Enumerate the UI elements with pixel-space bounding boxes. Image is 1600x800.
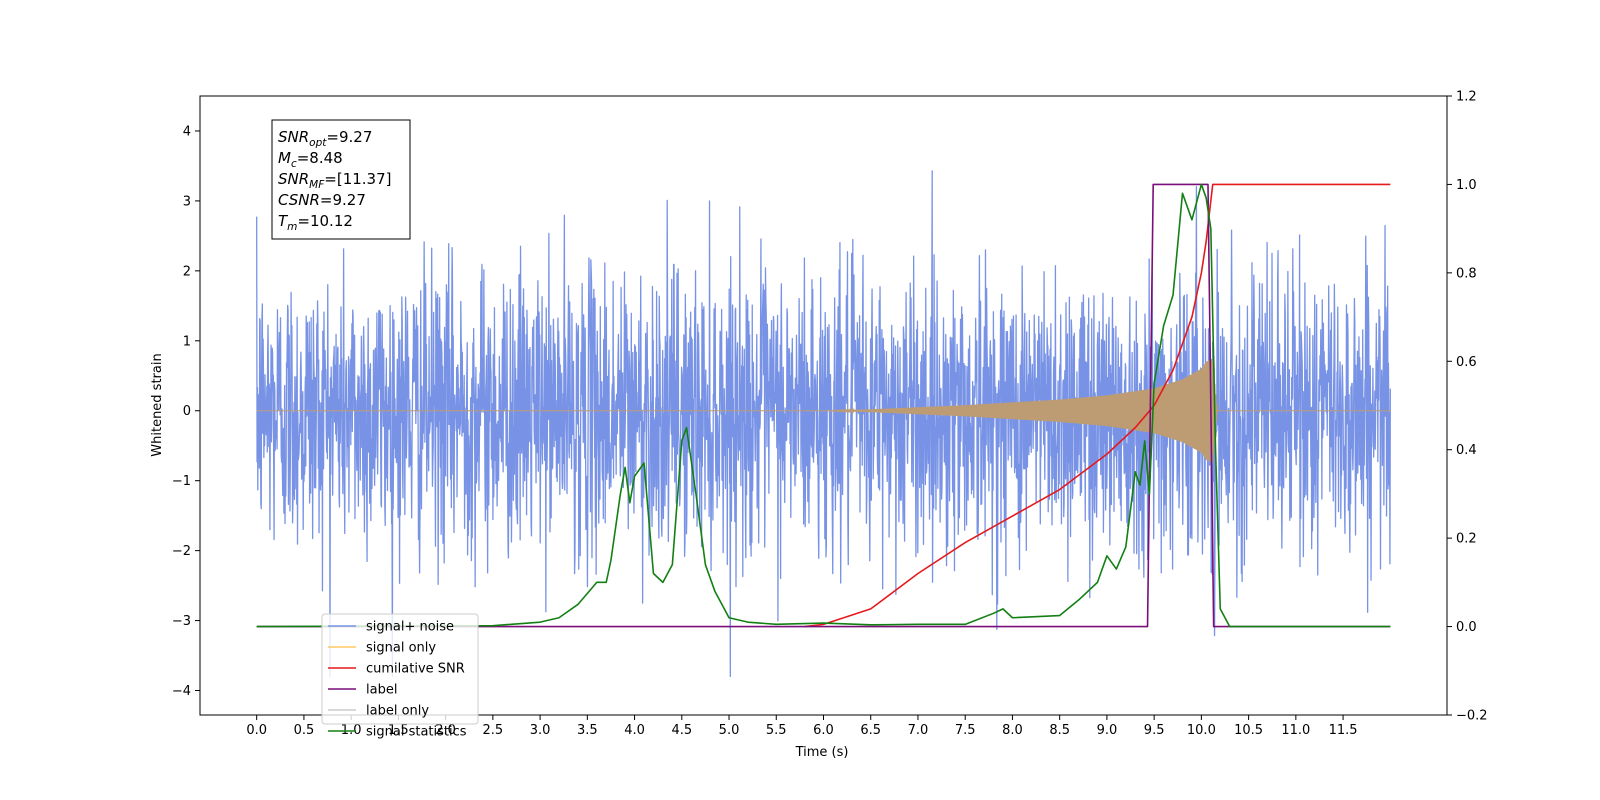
- x-tick-label: 3.0: [530, 723, 551, 738]
- plot-area: [256, 170, 1391, 678]
- legend-entry-label: label: [366, 683, 397, 698]
- y-tick-label-left: −4: [172, 684, 191, 699]
- y-tick-label-left: 0: [183, 404, 191, 419]
- y-tick-label-right: 0.4: [1456, 443, 1477, 458]
- y-axis-label: Whitened strain: [150, 353, 165, 456]
- x-tick-label: 11.5: [1329, 723, 1358, 738]
- y-tick-label-right: 1.2: [1456, 90, 1477, 105]
- x-tick-label: 4.5: [671, 723, 692, 738]
- y-tick-label-right: 0.8: [1456, 266, 1477, 281]
- series-signal-only: [256, 358, 1391, 464]
- annotation-line: CSNR=9.27: [278, 191, 366, 209]
- y-tick-label-left: 2: [183, 264, 191, 279]
- y-tick-label-right: −0.2: [1456, 709, 1488, 724]
- legend-entry-label: signal statistics: [366, 725, 467, 740]
- x-axis: 0.0 0.5 1.0 1.5 2.0 2.5 3.0 3.5 4.0 4.5 5.0 5.5 6.0 6…: [246, 715, 1358, 738]
- annotation-frame: [271, 119, 411, 240]
- y-tick-label-left: 3: [183, 194, 191, 209]
- x-tick-label: 8.0: [1002, 723, 1023, 738]
- legend-entry-label: label only: [366, 704, 429, 719]
- y-tick-label-left: −3: [172, 614, 191, 629]
- x-tick-label: 0.5: [294, 723, 315, 738]
- x-tick-label: 9.0: [1097, 723, 1118, 738]
- x-tick-label: 6.0: [813, 723, 834, 738]
- y-tick-label-left: −2: [172, 544, 191, 559]
- legend-entry-label: signal only: [366, 641, 436, 656]
- y-tick-label-left: −1: [172, 474, 191, 489]
- y-tick-label-right: 0.0: [1456, 620, 1477, 635]
- x-tick-label: 10.0: [1187, 723, 1216, 738]
- x-tick-label: 10.5: [1234, 723, 1263, 738]
- x-tick-label: 3.5: [577, 723, 598, 738]
- y-axis-right: −0.2 0.0 0.2 0.4 0.6 0.8 1.0 1.2: [1447, 90, 1488, 724]
- x-tick-label: 1.5: [388, 723, 409, 738]
- y-tick-label-left: 1: [183, 334, 191, 349]
- annotation-line: SNRopt=9.27: [278, 128, 372, 149]
- annotation-line: SNRMF=[11.37]: [278, 170, 392, 191]
- x-tick-label: 4.0: [624, 723, 645, 738]
- annotation-box: SNRopt=9.27Mc=8.48SNRMF=[11.37]CSNR=9.27…: [271, 119, 411, 240]
- x-tick-label: 7.5: [955, 723, 976, 738]
- x-axis-label: Time (s): [795, 745, 849, 760]
- x-tick-label: 5.0: [719, 723, 740, 738]
- legend: signal+ noise signal only cumilative SNR la…: [321, 613, 479, 740]
- y-axis-left: −4 −3 −2 −1 0 1 2 3 4: [172, 124, 200, 699]
- x-tick-label: 2.5: [483, 723, 504, 738]
- y-tick-label-right: 0.6: [1456, 355, 1477, 370]
- legend-entry-label: cumilative SNR: [366, 662, 465, 677]
- x-tick-label: 8.5: [1049, 723, 1070, 738]
- x-tick-label: 9.5: [1144, 723, 1165, 738]
- x-tick-label: 11.0: [1281, 723, 1310, 738]
- y-tick-label-right: 0.2: [1456, 532, 1477, 547]
- x-tick-label: 6.5: [860, 723, 881, 738]
- x-tick-label: 0.0: [246, 723, 267, 738]
- legend-entry-label: signal+ noise: [366, 620, 454, 635]
- y-tick-label-right: 1.0: [1456, 178, 1477, 193]
- x-tick-label: 5.5: [766, 723, 787, 738]
- annotation-line: Mc=8.48: [278, 149, 343, 170]
- legend-frame: [321, 613, 479, 725]
- x-tick-label: 2.0: [435, 723, 456, 738]
- x-tick-label: 7.0: [908, 723, 929, 738]
- y-tick-label-left: 4: [183, 124, 191, 139]
- series-signal-statistics: [256, 183, 1391, 628]
- annotation-line: Tm=10.12: [278, 212, 353, 233]
